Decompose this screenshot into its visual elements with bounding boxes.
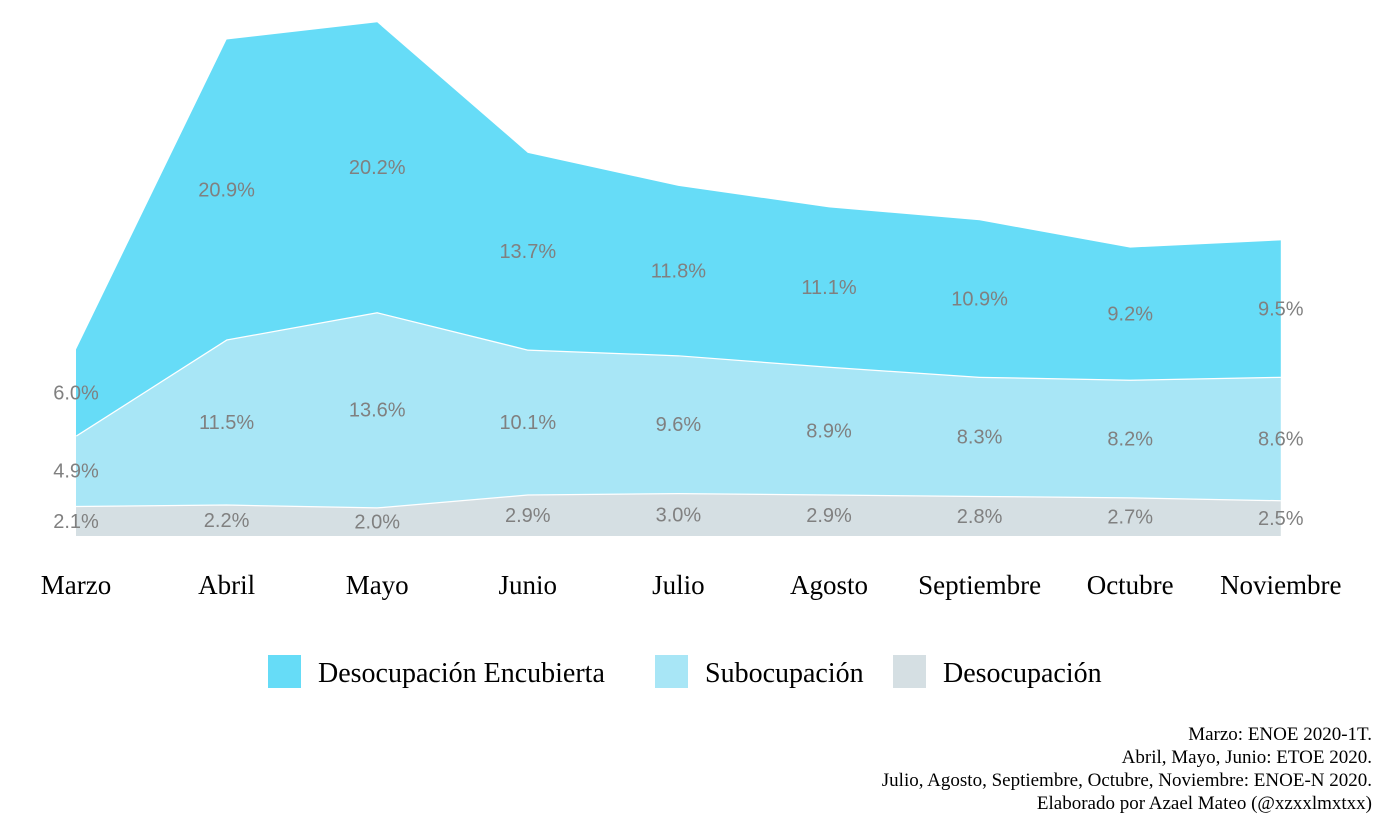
data-label-desocupacion: 2.0%: [354, 512, 400, 534]
data-label-desocupacion: 2.7%: [1107, 507, 1153, 529]
data-label-desocupacion-encubierta: 13.7%: [499, 241, 556, 263]
data-label-desocupacion: 2.1%: [53, 511, 99, 533]
caption: Marzo: ENOE 2020-1T.Abril, Mayo, Junio: …: [882, 724, 1372, 814]
legend-label: Desocupación Encubierta: [318, 658, 605, 689]
x-tick-label: Julio: [652, 570, 705, 600]
data-label-desocupacion: 3.0%: [656, 504, 702, 526]
x-tick-label: Marzo: [41, 570, 111, 600]
data-label-desocupacion-encubierta: 10.9%: [951, 289, 1008, 311]
legend-label: Desocupación: [943, 658, 1102, 689]
x-tick-label: Septiembre: [918, 570, 1041, 600]
data-label-subocupacion: 13.6%: [349, 400, 406, 422]
data-label-desocupacion-encubierta: 20.2%: [349, 157, 406, 179]
areas-layer: [75, 22, 1281, 536]
legend: Desocupación Encubierta Subocupación Desoc…: [268, 655, 1102, 689]
caption-line: Julio, Agosto, Septiembre, Octubre, Novi…: [882, 770, 1372, 791]
data-label-subocupacion: 8.3%: [957, 426, 1003, 448]
area-subocupacion: [76, 312, 1281, 508]
data-label-desocupacion-encubierta: 11.1%: [801, 277, 856, 299]
data-label-subocupacion: 8.2%: [1107, 428, 1153, 450]
data-label-subocupacion: 10.1%: [499, 412, 556, 434]
data-label-desocupacion-encubierta: 9.5%: [1258, 299, 1304, 321]
data-label-desocupacion: 2.9%: [806, 505, 852, 527]
data-label-subocupacion: 8.6%: [1258, 428, 1304, 450]
data-label-subocupacion: 8.9%: [806, 421, 852, 443]
data-label-desocupacion: 2.2%: [204, 510, 250, 532]
caption-line: Abril, Mayo, Junio: ETOE 2020.: [1122, 747, 1372, 768]
x-tick-label: Junio: [499, 570, 558, 600]
data-label-subocupacion: 11.5%: [199, 412, 254, 434]
legend-swatch: [268, 655, 301, 688]
data-label-desocupacion: 2.5%: [1258, 508, 1304, 530]
data-label-desocupacion-encubierta: 9.2%: [1107, 304, 1153, 326]
x-tick-label: Noviembre: [1220, 570, 1341, 600]
legend-swatch: [655, 655, 688, 688]
caption-line: Elaborado por Azael Mateo (@xzxxlmxtxx): [1037, 793, 1372, 814]
area-desocupacion-encubierta: [76, 22, 1281, 436]
data-labels-layer: 2.1% 2.2% 2.0% 2.9% 3.0% 2.9% 2.8% 2.7% 2.5% 4.9%…: [53, 157, 1304, 533]
data-label-desocupacion: 2.8%: [957, 506, 1003, 528]
legend-swatch: [893, 655, 926, 688]
legend-label: Subocupación: [705, 658, 864, 689]
x-tick-label: Abril: [198, 570, 255, 600]
x-tick-label: Agosto: [790, 570, 868, 600]
data-label-subocupacion: 4.9%: [53, 461, 99, 483]
x-axis-labels: Marzo Abril Mayo Junio Julio Agosto Septiembre…: [41, 570, 1342, 600]
x-tick-label: Octubre: [1087, 570, 1174, 600]
data-label-subocupacion: 9.6%: [656, 414, 702, 436]
x-tick-label: Mayo: [346, 570, 409, 600]
data-label-desocupacion-encubierta: 11.8%: [651, 261, 706, 283]
caption-line: Marzo: ENOE 2020-1T.: [1188, 724, 1372, 745]
data-label-desocupacion: 2.9%: [505, 505, 551, 527]
data-label-desocupacion-encubierta: 20.9%: [198, 179, 255, 201]
area-desocupacion: [76, 492, 1281, 536]
data-label-desocupacion-encubierta: 6.0%: [53, 383, 99, 405]
